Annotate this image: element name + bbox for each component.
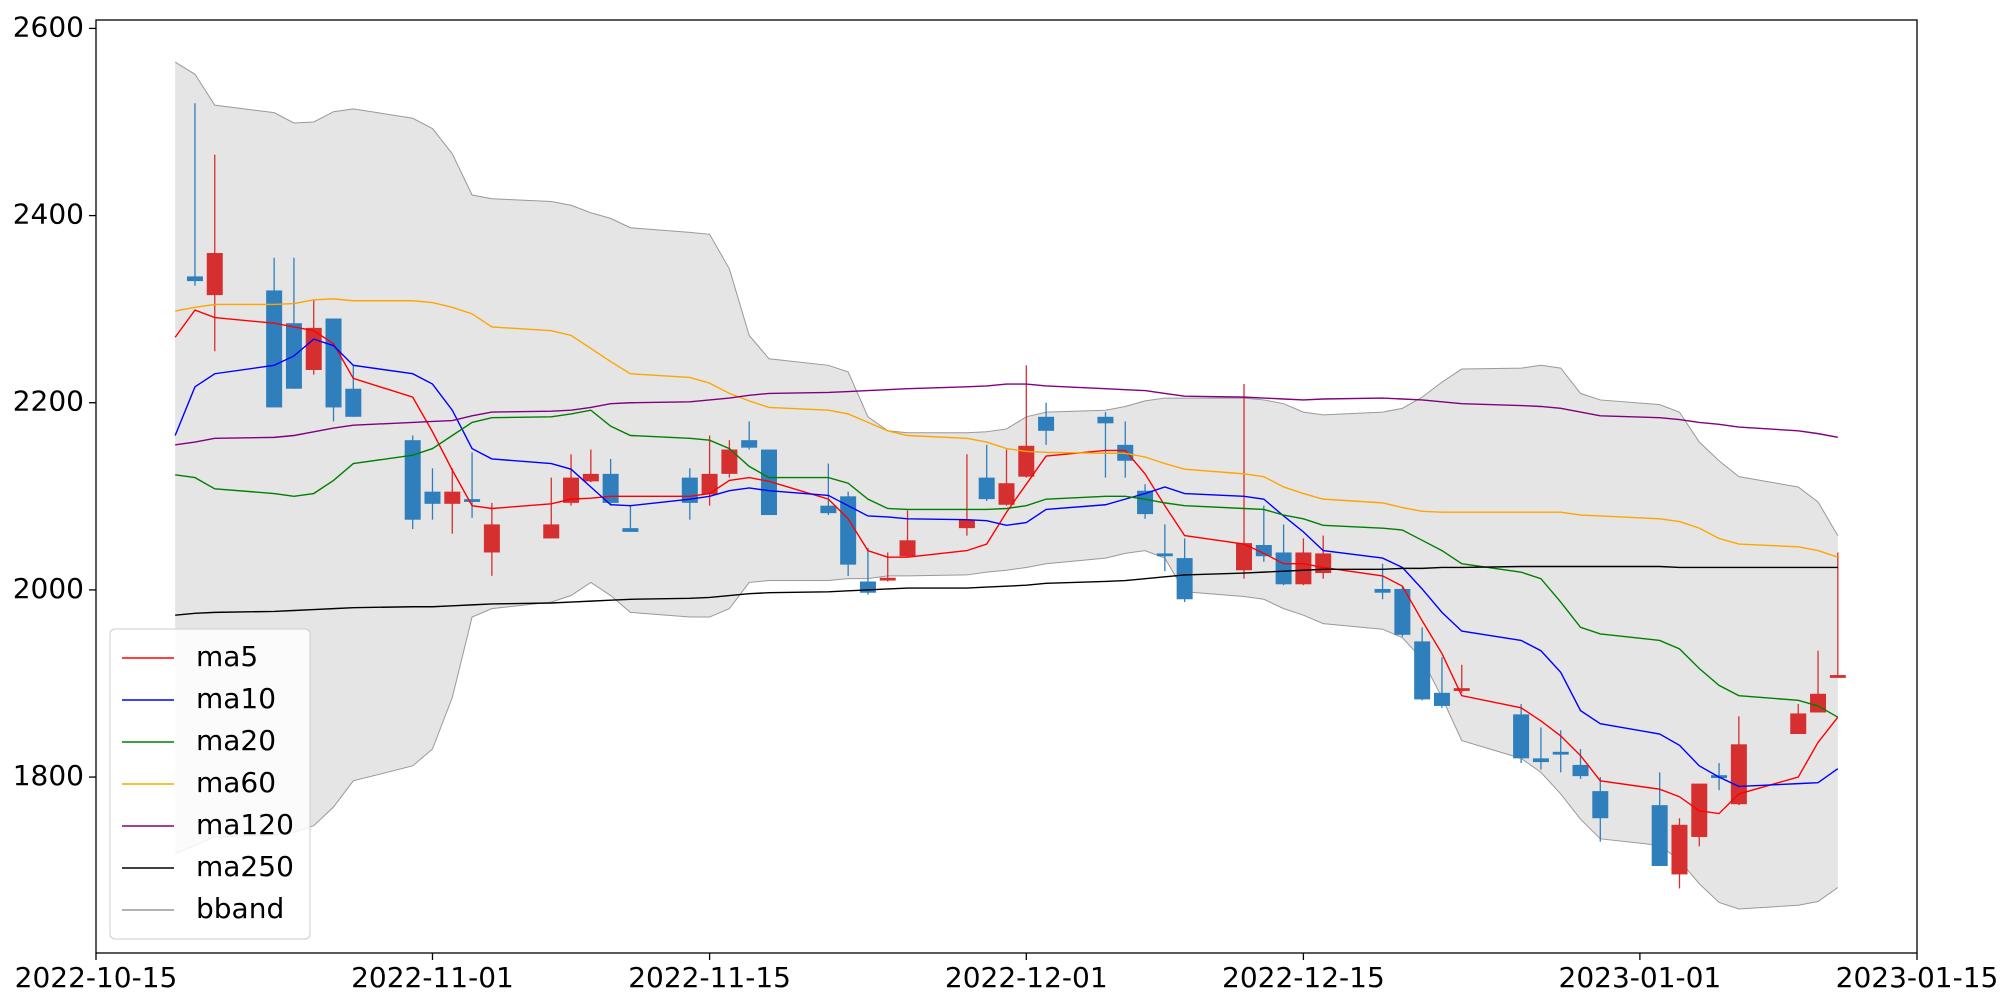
legend-label: ma250 [196,850,294,883]
candle-body [464,499,481,502]
candle-body [1790,713,1807,735]
x-tick-label: 2022-10-15 [15,961,178,994]
candle-body [1038,416,1055,431]
candle-body [1394,588,1411,635]
candle-body [1018,445,1035,477]
y-tick-label: 2200 [13,385,84,418]
candle-body [1671,824,1688,875]
candle-body [186,276,203,282]
candle-body [1453,688,1470,691]
candle-body [840,496,857,565]
legend-box [109,628,311,940]
candle-body [345,388,362,417]
candle-body [543,524,560,539]
candle-body [1513,714,1530,759]
candle-body [1156,553,1173,557]
candle-body [741,440,758,448]
candle-body [1374,588,1391,593]
candle-body [1255,544,1272,557]
x-tick-label: 2022-12-15 [1222,961,1385,994]
candle-body [622,528,639,532]
y-tick-label: 1800 [13,759,84,792]
candle-body [424,491,441,504]
candle-body [958,519,975,529]
plot-frame [95,19,1918,954]
candle-body [1651,805,1668,866]
y-tick-label: 2400 [13,198,84,231]
bband-lower [174,550,1839,910]
x-tick-label: 2023-01-15 [1836,961,1999,994]
candle-body [1730,744,1747,805]
legend: ma5 ma10 ma20 ma60 ma120 ma250 bband [109,628,311,940]
candle-body [820,505,837,514]
legend-label: ma20 [196,724,276,757]
candle-body [266,290,283,408]
candle-body [1829,675,1846,678]
candle-body [879,577,896,581]
candle-body [1097,416,1114,424]
candle-body [1295,552,1312,585]
ma-line [175,565,1838,616]
candle-body [1414,641,1431,700]
ma-line [175,298,1839,558]
candle-body [859,581,876,593]
candle-body [1572,764,1589,777]
candle-body [1433,692,1450,706]
legend-label: ma60 [196,766,276,799]
candle-body [721,449,738,474]
candle-body [1275,552,1292,585]
y-tick-label: 2000 [13,572,84,605]
candle-body [325,318,342,408]
candle-body [483,524,500,553]
x-tick-label: 2022-12-01 [945,961,1108,994]
ma-line [174,338,1839,788]
candle-body [978,477,995,500]
candle-body [206,253,223,296]
bband-upper [174,61,1839,536]
candle-body [1137,490,1154,515]
candle-body [1592,791,1609,819]
candle-body [305,327,322,370]
candle-body [899,540,916,557]
candle-body [998,483,1015,505]
legend-label: ma10 [196,682,276,715]
candle-body [1236,543,1253,571]
candle-body [404,440,421,520]
x-tick-label: 2023-01-01 [1559,961,1722,994]
candle-body [760,449,777,516]
legend-label: ma120 [196,808,294,841]
candle-body [563,477,580,503]
ma-line [174,309,1839,815]
candle-body [602,473,619,503]
candle-body [1176,558,1193,600]
candle-body [444,491,461,504]
x-tick-label: 2022-11-01 [351,961,514,994]
candle-body [701,473,718,495]
candle-body [1532,758,1549,763]
y-tick-label: 2600 [13,10,84,43]
candle-body [582,473,599,482]
legend-label: bband [196,892,284,925]
candle-body [1552,751,1569,755]
legend-label: ma5 [196,640,258,673]
x-tick-label: 2022-11-15 [628,961,791,994]
ma-line [175,383,1838,446]
ma-line [175,409,1839,718]
